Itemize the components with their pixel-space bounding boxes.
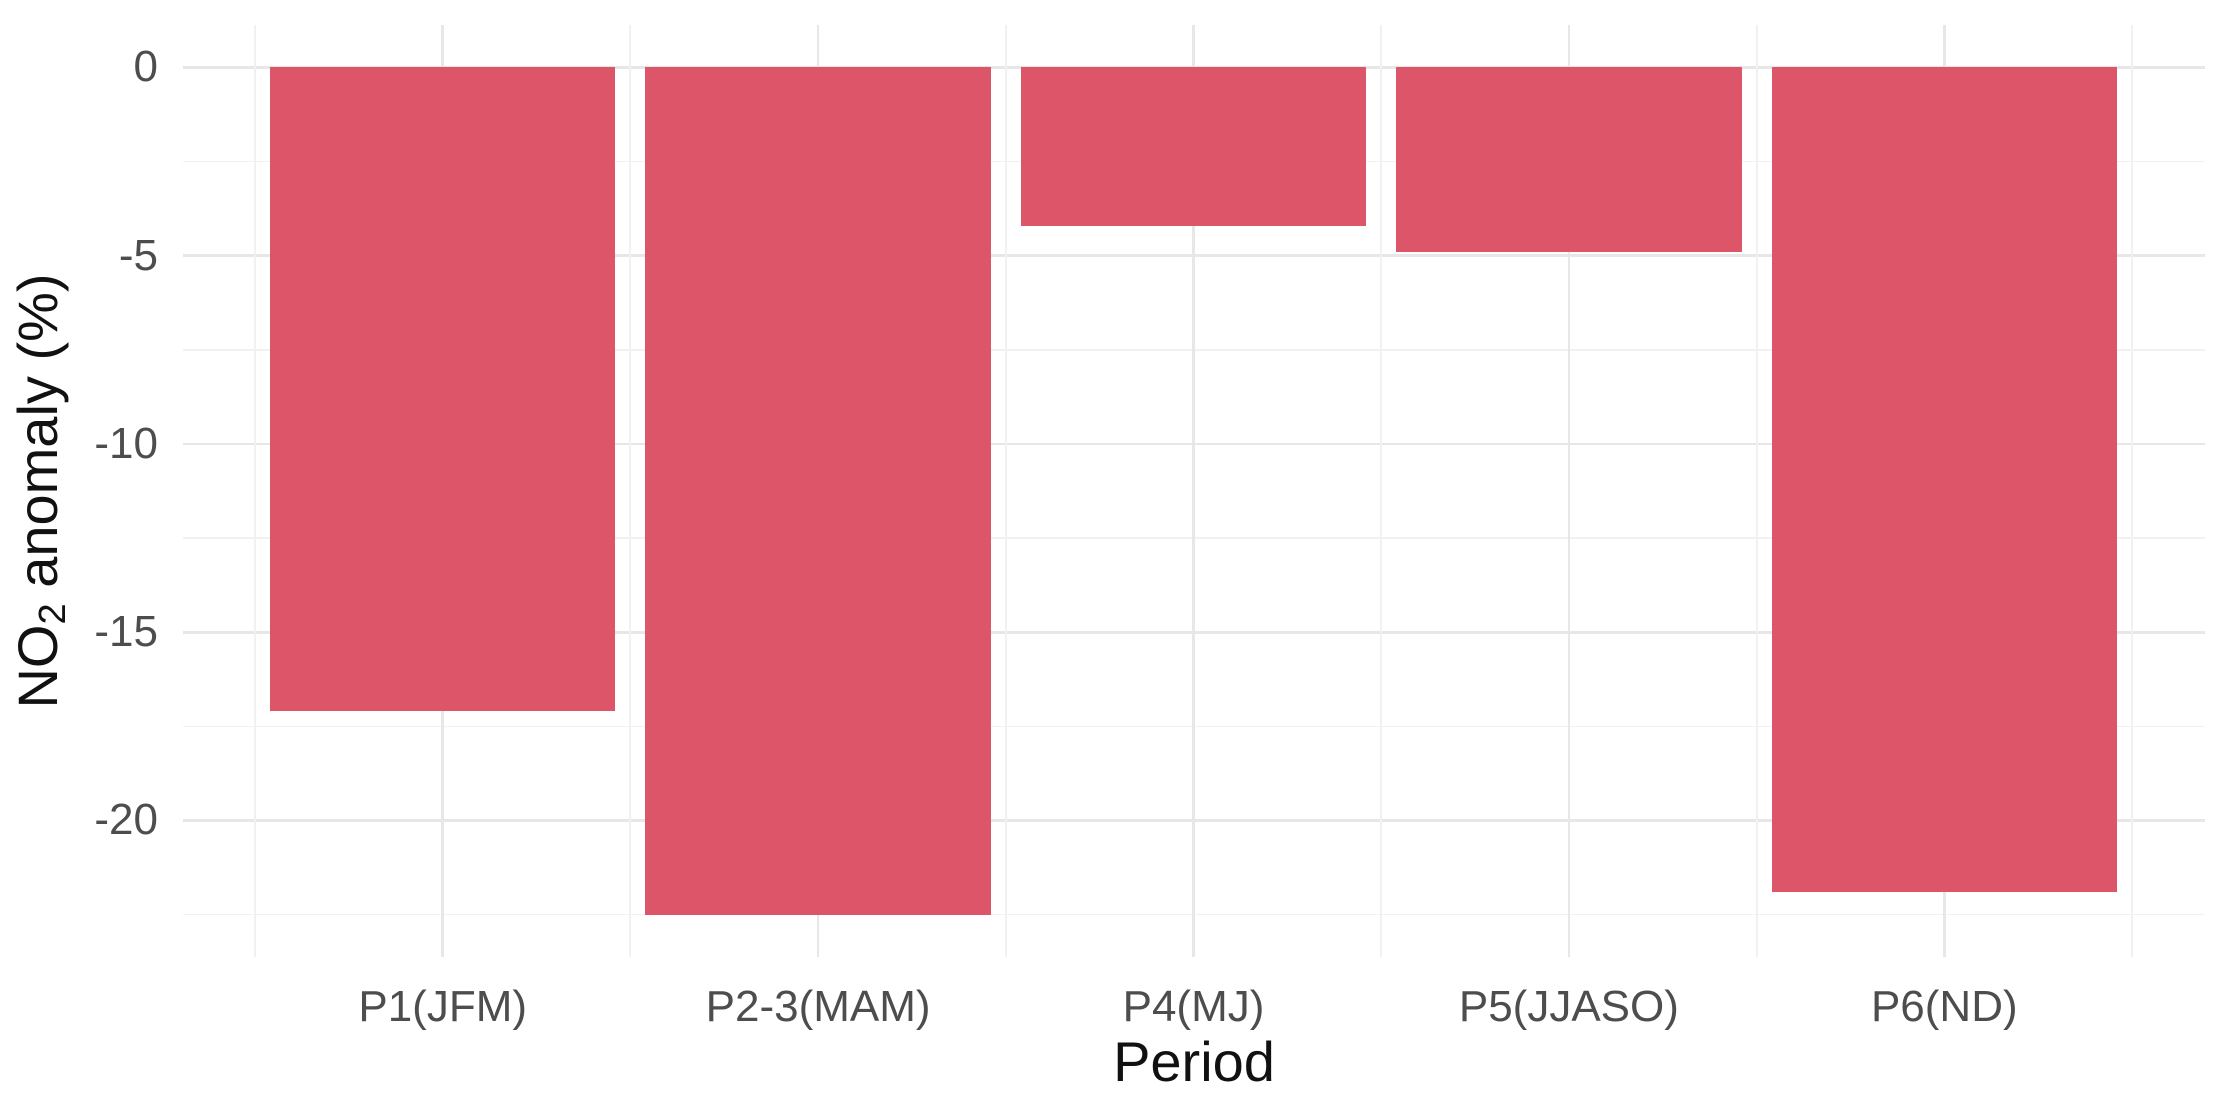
x-gridline-minor <box>1004 25 1007 957</box>
bar <box>1020 67 1367 226</box>
y-tick-label: -5 <box>118 230 158 280</box>
x-gridline-minor <box>1380 25 1383 957</box>
x-tick-label: P5(JJASO) <box>1458 982 1679 1031</box>
x-tick-label: P2-3(MAM) <box>705 982 931 1031</box>
x-gridline-major <box>1192 25 1195 957</box>
x-gridline-minor <box>254 25 256 957</box>
bar <box>645 67 991 915</box>
y-tick-label: -15 <box>94 607 158 657</box>
x-gridline-minor <box>1755 25 1758 957</box>
y-tick-label: -10 <box>94 418 158 468</box>
bar <box>1771 67 2117 893</box>
y-tick-label: -20 <box>94 795 158 845</box>
x-tick-label: P6(ND) <box>1870 982 2018 1031</box>
y-tick-label: 0 <box>133 42 158 92</box>
x-gridline-minor <box>2131 25 2133 957</box>
x-axis-title: Period <box>1113 1030 1275 1093</box>
bar <box>270 67 616 712</box>
x-tick-label: P4(MJ) <box>1122 982 1265 1031</box>
x-tick-label: P1(JFM) <box>358 982 528 1031</box>
x-gridline-major <box>1567 25 1571 957</box>
bar <box>1396 67 1742 252</box>
x-gridline-minor <box>629 25 632 957</box>
